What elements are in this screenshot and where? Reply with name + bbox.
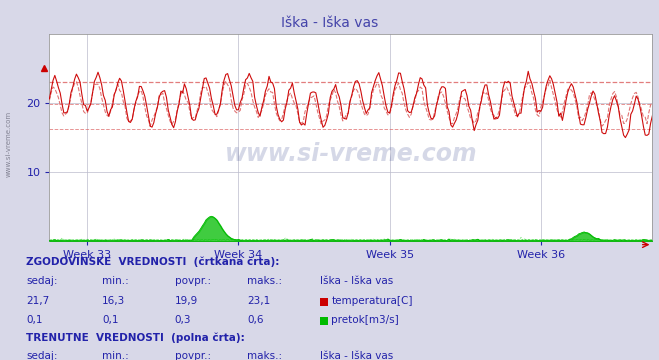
Text: 0,3: 0,3 (175, 315, 191, 325)
Text: povpr.:: povpr.: (175, 276, 211, 287)
Text: ZGODOVINSKE  VREDNOSTI  (črtkana črta):: ZGODOVINSKE VREDNOSTI (črtkana črta): (26, 256, 279, 267)
Text: povpr.:: povpr.: (175, 351, 211, 360)
Text: TRENUTNE  VREDNOSTI  (polna črta):: TRENUTNE VREDNOSTI (polna črta): (26, 332, 245, 343)
Text: Iška - Iška vas: Iška - Iška vas (281, 16, 378, 30)
Text: 0,6: 0,6 (247, 315, 264, 325)
Text: www.si-vreme.com: www.si-vreme.com (225, 142, 477, 166)
Text: sedaj:: sedaj: (26, 351, 58, 360)
Text: 23,1: 23,1 (247, 296, 270, 306)
Text: maks.:: maks.: (247, 276, 282, 287)
Text: Iška - Iška vas: Iška - Iška vas (320, 351, 393, 360)
Text: min.:: min.: (102, 351, 129, 360)
Text: www.si-vreme.com: www.si-vreme.com (5, 111, 12, 177)
Text: min.:: min.: (102, 276, 129, 287)
Text: Iška - Iška vas: Iška - Iška vas (320, 276, 393, 287)
Text: maks.:: maks.: (247, 351, 282, 360)
Text: 19,9: 19,9 (175, 296, 198, 306)
Text: 16,3: 16,3 (102, 296, 125, 306)
Text: 0,1: 0,1 (26, 315, 43, 325)
Text: sedaj:: sedaj: (26, 276, 58, 287)
Text: temperatura[C]: temperatura[C] (331, 296, 413, 306)
Text: pretok[m3/s]: pretok[m3/s] (331, 315, 399, 325)
Text: 21,7: 21,7 (26, 296, 49, 306)
Text: 0,1: 0,1 (102, 315, 119, 325)
